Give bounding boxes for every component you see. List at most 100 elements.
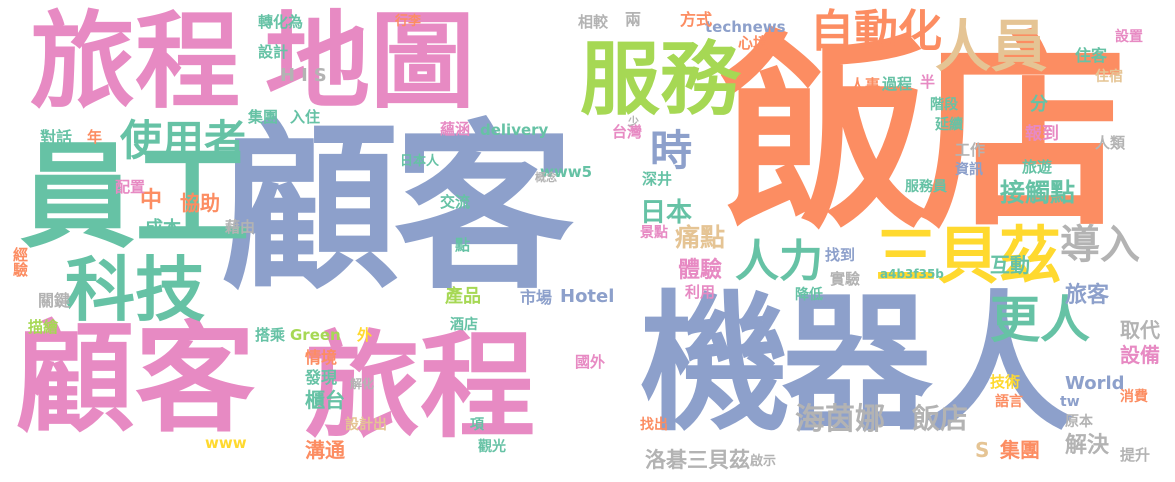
word: 自動化	[810, 6, 942, 57]
word: 顧客	[220, 105, 574, 314]
word: 產品	[445, 286, 481, 307]
word: 服務員	[905, 179, 947, 195]
word: 導入	[1060, 222, 1140, 268]
word: 酒店	[450, 317, 478, 333]
word: tw	[1060, 394, 1080, 410]
word: 報到	[1025, 124, 1059, 144]
word: delivery	[480, 121, 549, 139]
word: 觀光	[478, 439, 506, 455]
word: 櫃台	[305, 388, 345, 412]
word: 使用者	[120, 116, 247, 165]
word: 科技	[65, 249, 205, 331]
word: 關鍵	[38, 291, 71, 310]
word: www5	[540, 163, 593, 181]
word: 兩	[625, 10, 642, 29]
word: 啟示	[750, 454, 777, 469]
word: 設計出	[345, 417, 387, 433]
word: 溝通	[305, 438, 345, 462]
word: 深井	[642, 170, 673, 188]
word: 技術	[990, 373, 1021, 391]
word: 取代	[1120, 318, 1160, 342]
word: 蘊涵	[440, 120, 471, 138]
word: 點	[455, 236, 471, 254]
word: 心境	[738, 34, 769, 52]
word: HIS	[280, 65, 333, 86]
word: World	[1065, 373, 1125, 394]
word: a4b3f35b	[880, 267, 944, 281]
word: 機器人	[640, 278, 1074, 452]
word: 發現	[305, 368, 338, 387]
word: 階段	[930, 97, 958, 113]
word: 集團	[248, 108, 279, 126]
word: 市場	[520, 288, 553, 307]
word: 互動	[990, 253, 1030, 277]
word: 原本	[1065, 414, 1093, 430]
word: 概念	[535, 171, 557, 184]
word: 設備	[1120, 343, 1160, 367]
word: 外	[357, 326, 373, 344]
word: 過程	[882, 75, 913, 93]
word: 少	[628, 115, 639, 128]
word: 日本人	[400, 154, 440, 169]
word: technews	[705, 18, 786, 36]
word: 相較	[578, 13, 609, 31]
word: 台灣	[612, 123, 643, 141]
word: 延續	[935, 117, 963, 133]
word: 找出	[640, 417, 668, 433]
word: 設計	[258, 43, 289, 61]
word: 人類	[1095, 134, 1126, 152]
word: 日本	[640, 198, 693, 228]
word: 項	[470, 417, 484, 433]
word: 國外	[575, 353, 606, 371]
word: 工作	[955, 141, 986, 159]
word: 行李	[395, 14, 422, 29]
word: 員工	[20, 130, 251, 264]
word: 人員	[935, 15, 1047, 80]
word: S	[975, 438, 990, 462]
word: 消費	[1120, 389, 1148, 405]
word: 描繪	[28, 318, 59, 336]
word: 經驗	[11, 247, 29, 277]
word: 搭乘	[255, 326, 286, 344]
word: 中	[140, 188, 163, 213]
word: www	[205, 434, 247, 452]
word: 旅程	[30, 1, 241, 123]
word: 分	[1030, 94, 1048, 115]
word: 三貝茲	[875, 219, 1062, 292]
word: 半	[920, 73, 936, 91]
word: 海茵娜	[795, 402, 885, 437]
word: 住客	[1075, 46, 1108, 65]
word: 景點	[640, 225, 668, 241]
word: 配置	[115, 178, 146, 196]
word: 時	[650, 126, 693, 175]
word: Hotel	[560, 286, 615, 307]
word: 實驗	[830, 270, 861, 288]
word: 解決	[1065, 433, 1110, 458]
word: 洛碁三貝茲	[645, 448, 750, 472]
word: 資訊	[955, 162, 983, 178]
word: 語言	[995, 394, 1023, 410]
word: 更人	[990, 291, 1090, 349]
word: 住宿	[1095, 69, 1123, 85]
word: 地圖	[265, 1, 476, 123]
word: 解化	[350, 377, 375, 391]
word: 降低	[795, 287, 823, 303]
word: 旅客	[1065, 283, 1110, 308]
word: 飯店	[720, 12, 1128, 257]
word: 體驗	[678, 258, 723, 283]
word: 旅遊	[1022, 158, 1053, 176]
word: 找到	[825, 246, 856, 264]
word: Green	[290, 326, 341, 344]
word: 協助	[180, 191, 220, 215]
word: 利用	[685, 283, 716, 301]
word: 轉化為	[258, 13, 304, 31]
word: 集團	[1000, 438, 1040, 462]
word: 飯店	[912, 402, 969, 435]
word: 對話	[40, 128, 73, 147]
word: 入住	[290, 108, 321, 126]
word: 人事	[850, 76, 881, 94]
word: 接觸點	[1000, 178, 1076, 207]
word: 痛點	[675, 223, 726, 252]
word: 人力	[735, 236, 823, 287]
